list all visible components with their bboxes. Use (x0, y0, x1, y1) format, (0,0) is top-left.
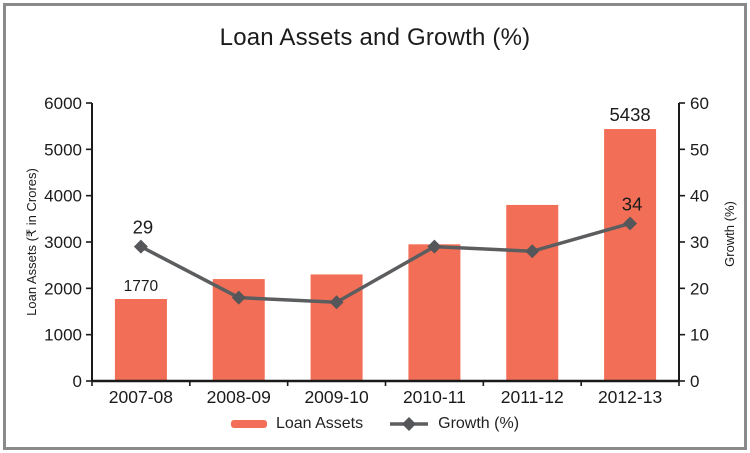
left-axis-tick-label: 6000 (44, 94, 82, 113)
legend-label-loan-assets: Loan Assets (275, 415, 364, 432)
growth-point-marker (623, 216, 638, 231)
loan-assets-bar (408, 244, 461, 381)
x-axis-category-label: 2007-08 (109, 387, 173, 407)
right-axis-tick-label: 30 (690, 233, 709, 252)
left-axis-tick-label: 1000 (44, 326, 82, 345)
loan-assets-swatch-icon (230, 420, 267, 428)
chart-frame: Loan Assets and Growth (%) 0 1000 2000 3000… (3, 3, 747, 450)
right-axis-tick-label: 40 (690, 187, 709, 206)
loan-assets-bar (604, 129, 657, 381)
growth-swatch-icon (390, 417, 429, 431)
combo-chart-canvas: 0 1000 2000 3000 4000 5000 6000 0 10 20 30 40 50 60 20… (24, 94, 737, 407)
left-axis-tick-label: 3000 (44, 233, 82, 252)
legend-item-growth: Growth (%) (389, 415, 519, 433)
growth-point-marker (231, 290, 246, 305)
right-axis-tick-label: 0 (690, 372, 699, 391)
right-axis-title: Growth (%) (722, 201, 737, 267)
left-axis-title: Loan Assets (₹ in Crores) (24, 168, 39, 316)
loan-assets-bar (114, 298, 167, 381)
left-axis-tick-label: 4000 (44, 187, 82, 206)
growth-point-marker (133, 239, 148, 254)
chart-title: Loan Assets and Growth (%) (219, 24, 531, 51)
x-axis-category-label: 2010-11 (403, 387, 466, 407)
left-axis-tick-label: 5000 (44, 140, 82, 159)
loan-assets-bar (506, 204, 559, 381)
legend-label-growth: Growth (%) (438, 415, 520, 432)
left-axis-tick-label: 2000 (44, 279, 82, 298)
legend: Loan Assets Growth (%) (6, 415, 744, 433)
growth-point-marker (525, 244, 540, 259)
right-axis-tick-label: 10 (690, 326, 709, 345)
left-axis-tick-label: 0 (73, 372, 82, 391)
growth-point-marker (427, 239, 442, 254)
growth-point-marker (329, 295, 344, 310)
bar-value-label: 1770 (124, 278, 159, 295)
bar-value-label: 5438 (610, 104, 651, 125)
x-axis-category-label: 2008-09 (207, 387, 271, 407)
x-axis-category-label: 2012-13 (598, 387, 662, 407)
right-axis-tick-label: 20 (690, 279, 709, 298)
growth-value-label: 29 (133, 217, 154, 238)
x-axis-category-label: 2009-10 (304, 387, 368, 407)
right-axis-tick-label: 60 (690, 94, 709, 113)
growth-line (140, 221, 631, 305)
growth-value-label: 34 (622, 193, 643, 214)
x-axis-category-label: 2011-12 (501, 387, 564, 407)
right-axis-tick-label: 50 (690, 140, 709, 159)
legend-item-loan-assets: Loan Assets (230, 415, 364, 433)
